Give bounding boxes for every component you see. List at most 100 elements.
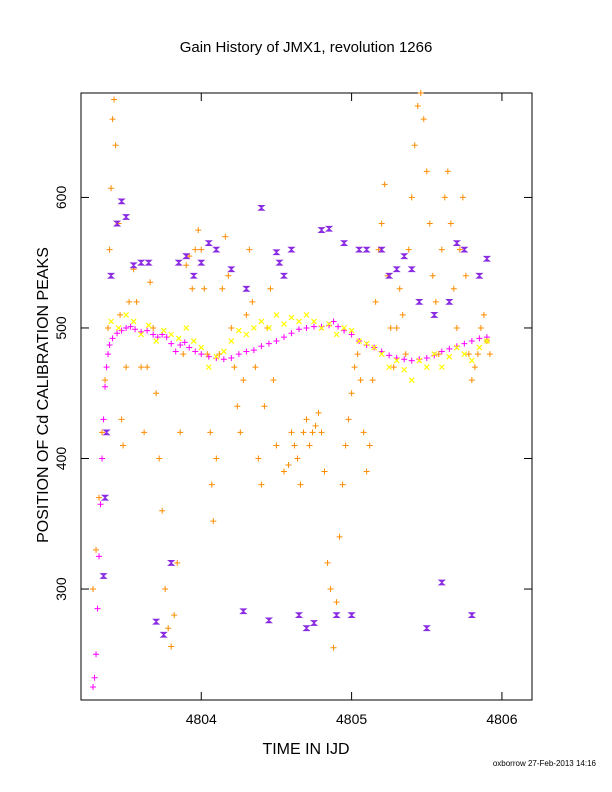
data-point xyxy=(103,364,110,371)
data-point xyxy=(189,285,196,292)
data-point xyxy=(341,325,348,331)
data-point xyxy=(163,334,170,341)
data-point xyxy=(228,338,235,344)
data-point xyxy=(453,344,460,351)
data-point xyxy=(309,620,319,626)
data-point xyxy=(123,311,130,318)
data-point xyxy=(213,455,220,462)
data-point xyxy=(228,324,235,331)
series-3 xyxy=(99,198,492,638)
x-tick-label: 4806 xyxy=(486,711,517,727)
data-point xyxy=(210,518,217,525)
data-point xyxy=(106,272,116,279)
data-point xyxy=(335,323,342,330)
data-point xyxy=(318,429,325,436)
data-point xyxy=(372,298,379,305)
data-point xyxy=(345,416,352,423)
data-point xyxy=(456,246,463,253)
data-point xyxy=(288,429,295,436)
data-point xyxy=(468,357,475,364)
data-point xyxy=(261,403,268,410)
data-point xyxy=(347,612,356,619)
data-point xyxy=(115,325,122,331)
data-point xyxy=(133,298,140,305)
data-point xyxy=(114,330,121,337)
data-point xyxy=(408,357,415,364)
data-point xyxy=(127,323,134,330)
y-tick-label: 500 xyxy=(53,316,69,340)
data-point xyxy=(228,354,235,361)
data-point xyxy=(318,325,325,331)
data-point xyxy=(371,344,378,351)
data-point xyxy=(144,327,151,334)
data-point xyxy=(97,501,104,508)
data-point xyxy=(240,377,247,384)
data-point xyxy=(330,318,337,325)
data-point xyxy=(324,225,334,232)
data-point xyxy=(294,455,301,462)
data-point xyxy=(444,168,451,175)
data-point xyxy=(258,318,265,325)
data-point xyxy=(126,298,133,305)
data-point xyxy=(93,651,100,658)
data-point xyxy=(291,442,298,449)
data-point xyxy=(267,285,274,292)
data-point xyxy=(227,266,236,273)
data-point xyxy=(177,341,184,348)
data-point xyxy=(213,353,220,360)
data-point xyxy=(106,246,113,253)
data-point xyxy=(336,533,343,540)
data-point xyxy=(476,335,483,342)
data-point xyxy=(281,321,287,327)
data-point xyxy=(159,631,168,638)
data-point xyxy=(351,364,358,371)
data-point xyxy=(165,625,172,632)
data-point xyxy=(153,338,160,344)
data-point xyxy=(355,246,364,253)
data-point xyxy=(138,331,145,338)
data-point xyxy=(243,311,250,318)
data-point xyxy=(438,246,445,253)
data-point xyxy=(273,311,280,318)
data-point xyxy=(250,347,257,354)
data-point xyxy=(342,442,349,449)
data-point xyxy=(243,331,250,338)
data-point xyxy=(303,311,310,318)
data-point xyxy=(99,429,106,436)
data-point xyxy=(197,259,206,266)
data-point xyxy=(208,481,215,488)
data-point xyxy=(273,338,280,345)
data-point xyxy=(174,559,181,566)
data-marks xyxy=(90,90,493,690)
data-point xyxy=(181,339,188,346)
data-point xyxy=(275,259,284,266)
data-point xyxy=(317,227,326,233)
data-point xyxy=(441,194,448,201)
data-point xyxy=(168,331,175,338)
data-point xyxy=(474,351,481,358)
data-point xyxy=(108,318,114,325)
data-point xyxy=(279,272,289,279)
data-point xyxy=(123,324,130,331)
data-point xyxy=(121,214,131,220)
data-point xyxy=(348,327,355,334)
data-point xyxy=(225,272,232,279)
data-point xyxy=(287,246,296,253)
data-point xyxy=(237,429,244,436)
series-2 xyxy=(108,311,490,384)
data-point xyxy=(381,181,388,188)
data-point xyxy=(152,618,161,625)
data-point xyxy=(300,429,307,436)
data-point xyxy=(288,314,295,321)
data-point xyxy=(430,312,439,318)
data-point xyxy=(198,344,205,351)
data-point xyxy=(426,220,433,227)
y-axis-ticks: 300 400 500 600 xyxy=(53,186,532,601)
data-point xyxy=(90,683,97,690)
data-point xyxy=(311,318,317,325)
data-point xyxy=(414,103,421,110)
series-1 xyxy=(90,90,493,651)
data-point xyxy=(219,285,226,292)
data-point xyxy=(378,220,385,227)
data-point xyxy=(461,340,468,347)
